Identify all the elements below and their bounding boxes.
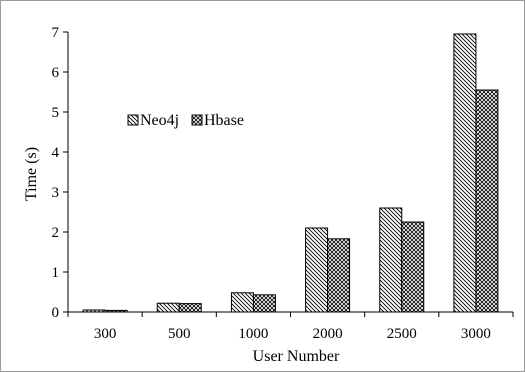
x-tick-label: 300 xyxy=(94,326,117,342)
bar-neo4j-2500 xyxy=(379,207,403,313)
bar-hbase-2500 xyxy=(401,221,425,313)
x-tick-label: 1000 xyxy=(238,326,268,342)
bar-hbase-1000 xyxy=(252,294,276,313)
y-tick-label: 5 xyxy=(52,105,60,121)
y-axis-title: Time (s) xyxy=(23,147,40,201)
y-axis-ticks: 0 1 2 3 4 5 6 7 xyxy=(52,25,68,321)
x-tick-label: 500 xyxy=(168,326,191,342)
legend-swatch-hbase xyxy=(191,114,203,126)
legend-swatch-neo4j xyxy=(127,114,139,126)
bars xyxy=(82,33,499,313)
y-tick-label: 6 xyxy=(52,65,60,81)
x-tick-label: 2000 xyxy=(313,326,343,342)
y-tick-label: 1 xyxy=(52,265,60,281)
bar-neo4j-2000 xyxy=(305,227,329,313)
y-tick-label: 7 xyxy=(52,25,60,41)
x-axis-ticks: 300 500 1000 2000 2500 3000 xyxy=(67,312,514,342)
y-tick-label: 3 xyxy=(52,185,60,201)
legend: Neo4j Hbase xyxy=(127,112,244,129)
x-tick-label: 3000 xyxy=(461,326,491,342)
x-axis-title: User Number xyxy=(253,348,340,365)
bar-neo4j-1000 xyxy=(230,292,254,313)
legend-label-neo4j: Neo4j xyxy=(140,112,179,129)
y-tick-label: 2 xyxy=(52,225,60,241)
x-tick-label: 2500 xyxy=(387,326,417,342)
bar-hbase-3000 xyxy=(475,89,499,313)
bar-hbase-2000 xyxy=(327,238,351,313)
bar-neo4j-500 xyxy=(156,302,180,313)
y-tick-label: 0 xyxy=(52,305,60,321)
y-tick-label: 4 xyxy=(52,145,60,161)
bar-neo4j-3000 xyxy=(453,33,477,313)
legend-label-hbase: Hbase xyxy=(204,112,244,129)
bar-hbase-500 xyxy=(178,303,202,313)
